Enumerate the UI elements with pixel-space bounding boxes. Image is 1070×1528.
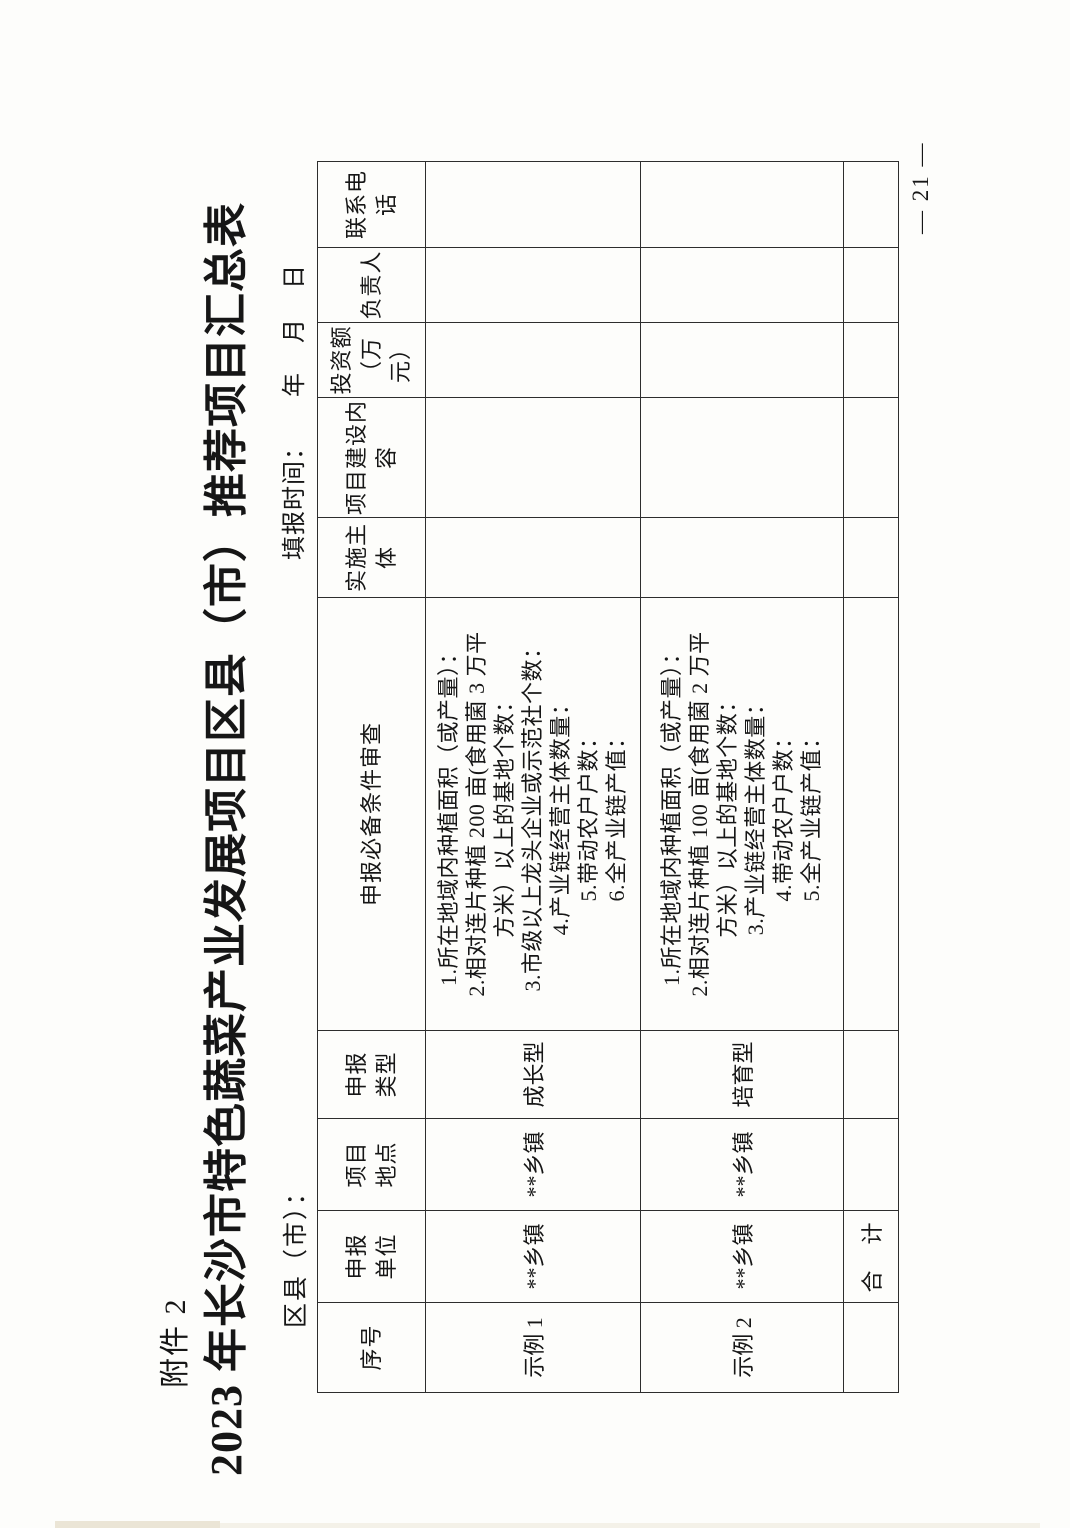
header-phone: 联系电话 — [317, 161, 426, 248]
fill-time-month-label: 月 — [282, 318, 308, 343]
cell-investment — [640, 322, 844, 398]
fill-time-day-label: 日 — [282, 264, 308, 289]
cell-phone — [425, 161, 641, 248]
cell-seq: 示例 1 — [425, 1302, 641, 1393]
cell-application-type: 培育型 — [640, 1030, 844, 1119]
cell-applicant-unit: **乡镇 — [640, 1210, 844, 1303]
table-row-example-1: 示例 1 **乡镇 **乡镇 成长型 1.所在地域内种植面积（或产量）： 2.相… — [425, 161, 641, 1393]
cell-leader — [843, 247, 899, 323]
cell-required-conditions: 1.所在地域内种植面积（或产量）： 2.相对连片种植 100 亩(食用菌 2 万… — [640, 597, 844, 1031]
attachment-label: 附件 2 — [159, 1297, 192, 1389]
header-leader: 负责人 — [317, 247, 426, 323]
scan-artifact — [220, 1523, 1040, 1528]
cell-applicant-unit: **乡镇 — [425, 1210, 641, 1303]
header-project-location: 项目 地点 — [317, 1118, 426, 1211]
cell-total-label: 合 计 — [843, 1210, 899, 1303]
cell-application-type: 成长型 — [425, 1030, 641, 1119]
cell-construction-content — [843, 397, 899, 518]
cell-application-type — [843, 1030, 899, 1119]
fill-time-label: 填报时间： — [282, 435, 308, 560]
header-implementer: 实施主体 — [317, 517, 426, 598]
page-title: 2023 年长沙市特色蔬菜产业发展项目区县（市）推荐项目汇总表 — [202, 202, 251, 1476]
table-row-total: 合 计 — [843, 161, 899, 1393]
cell-implementer — [425, 517, 641, 598]
cell-required-conditions: 1.所在地域内种植面积（或产量）： 2.相对连片种植 200 亩(食用菌 3 万… — [425, 597, 641, 1031]
scan-artifact — [55, 1521, 220, 1528]
cell-required-conditions — [843, 597, 899, 1031]
cell-construction-content — [425, 397, 641, 518]
cell-project-location — [843, 1118, 899, 1211]
project-summary-table: 序号 申报 单位 项目 地点 申报 类型 申报必备条件审查 实施主体 项目建设内… — [317, 161, 899, 1393]
cell-seq: 示例 2 — [640, 1302, 844, 1393]
header-seq: 序号 — [317, 1302, 426, 1393]
cell-implementer — [640, 517, 844, 598]
cell-project-location: **乡镇 — [425, 1118, 641, 1211]
cell-leader — [425, 247, 641, 323]
page-number: — 21 — — [908, 141, 933, 235]
header-investment: 投资额 （万元） — [317, 322, 426, 398]
cell-implementer — [843, 517, 899, 598]
header-construction-content: 项目建设内容 — [317, 397, 426, 518]
fill-time-year-label: 年 — [282, 372, 308, 397]
cell-phone — [640, 161, 844, 248]
cell-leader — [640, 247, 844, 323]
cell-seq — [843, 1302, 899, 1393]
cell-construction-content — [640, 397, 844, 518]
cell-investment — [425, 322, 641, 398]
header-application-type: 申报 类型 — [317, 1030, 426, 1119]
table-row-example-2: 示例 2 **乡镇 **乡镇 培育型 1.所在地域内种植面积（或产量）： 2.相… — [640, 161, 844, 1393]
cell-phone — [843, 161, 899, 248]
region-county-label: 区县（市）： — [283, 1178, 310, 1328]
cell-investment — [843, 322, 899, 398]
table-header-row: 序号 申报 单位 项目 地点 申报 类型 申报必备条件审查 实施主体 项目建设内… — [317, 161, 426, 1393]
header-applicant-unit: 申报 单位 — [317, 1210, 426, 1303]
fill-time-line: 填报时间： 年 月 日 — [274, 264, 309, 560]
header-required-conditions: 申报必备条件审查 — [317, 597, 426, 1031]
cell-project-location: **乡镇 — [640, 1118, 844, 1211]
